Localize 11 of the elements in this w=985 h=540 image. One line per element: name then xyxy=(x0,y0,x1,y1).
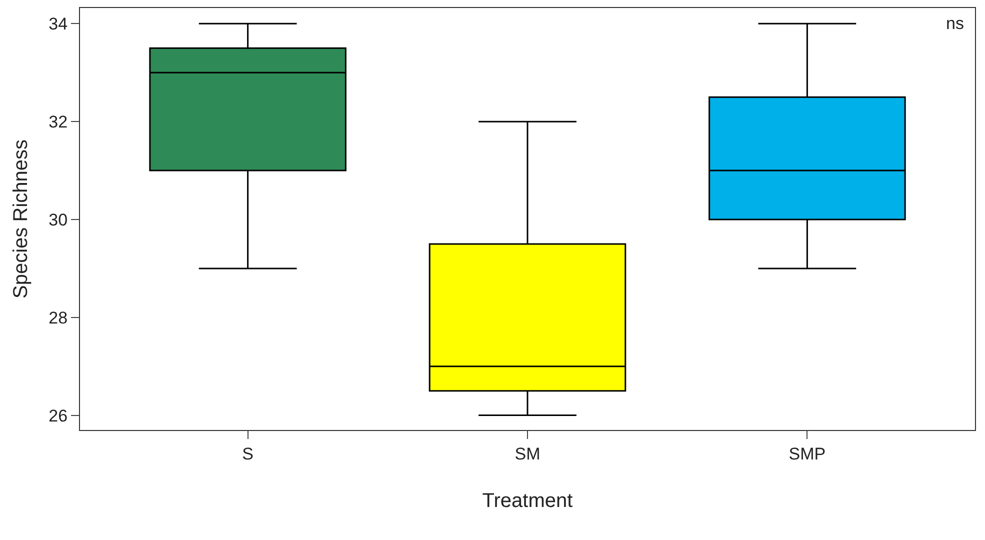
x-tick-label: SMP xyxy=(788,444,826,464)
y-tick-label: 32 xyxy=(48,112,68,132)
annotation: ns xyxy=(946,14,964,33)
y-tick-label: 28 xyxy=(48,308,68,328)
y-axis-title: Species Richness xyxy=(10,140,32,298)
y-tick-label: 30 xyxy=(48,210,68,230)
x-tick-label: S xyxy=(242,444,254,464)
y-tick-label: 34 xyxy=(48,14,68,34)
x-tick-label: SM xyxy=(514,444,540,464)
y-tick-label: 26 xyxy=(48,406,68,426)
x-axis-title: Treatment xyxy=(482,490,574,512)
